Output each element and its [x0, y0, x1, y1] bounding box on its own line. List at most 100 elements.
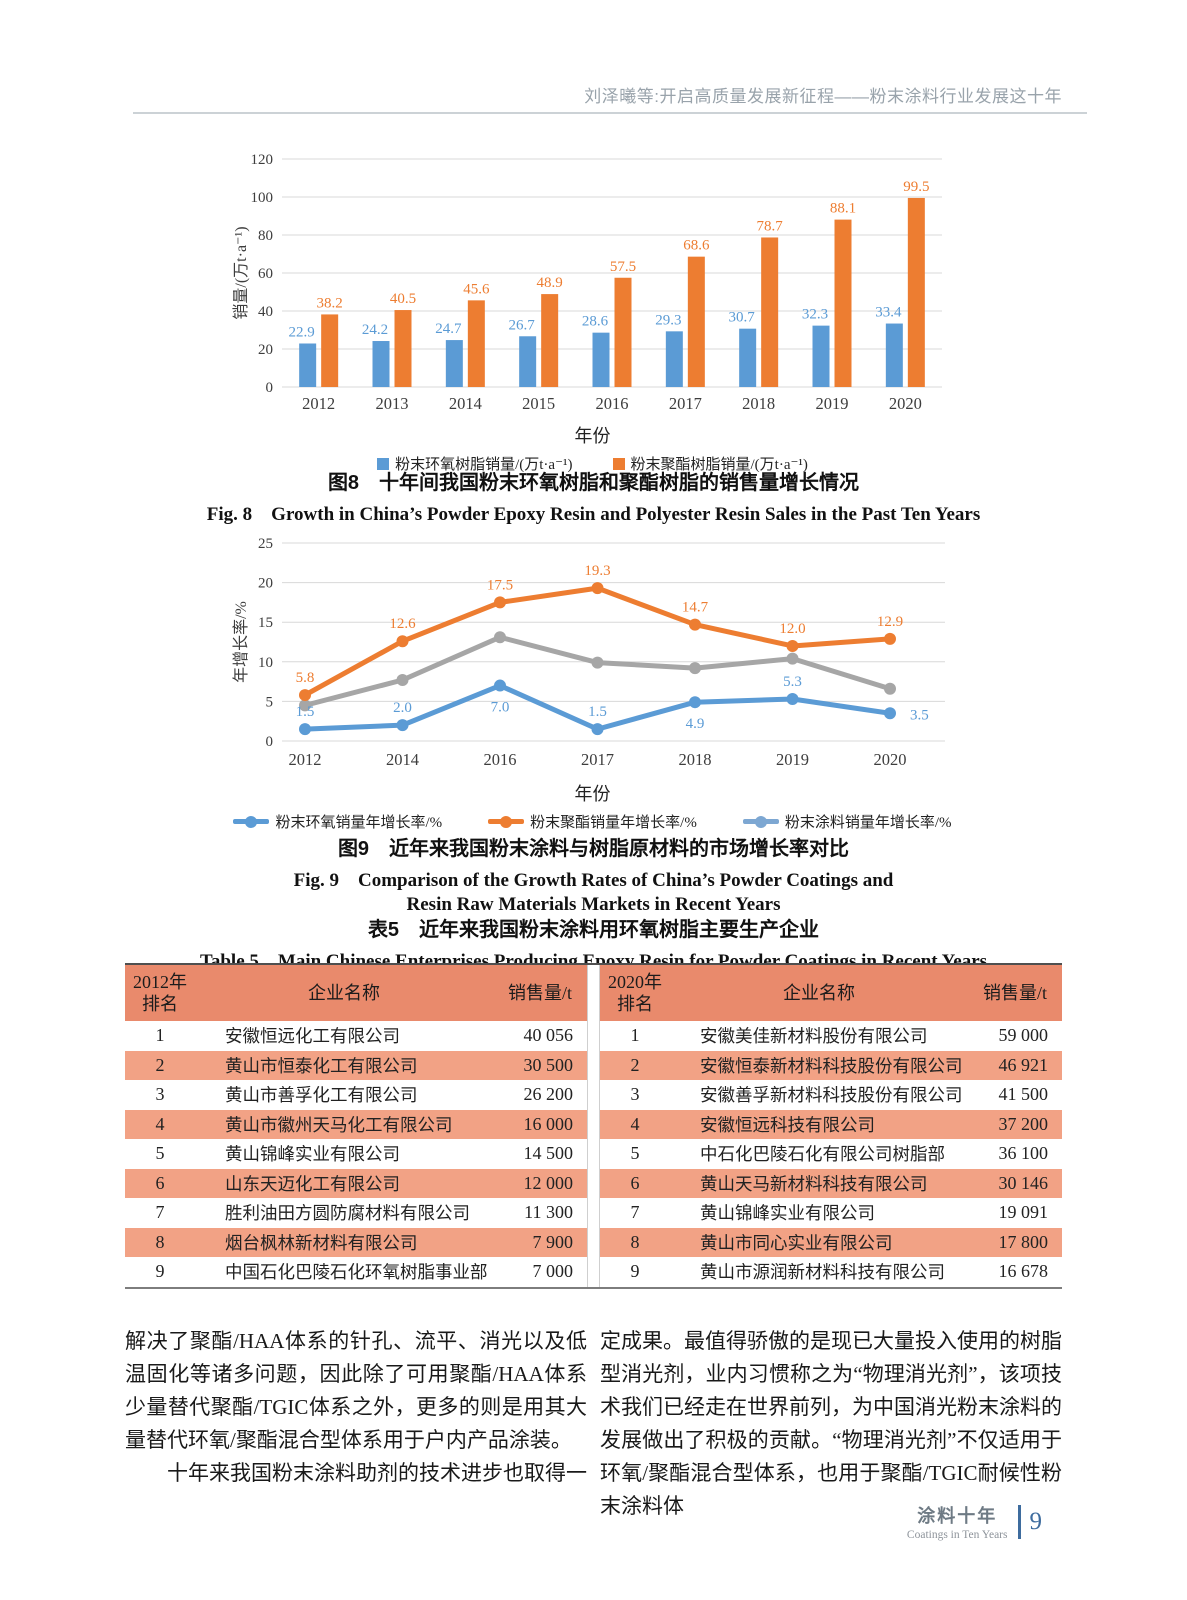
name-cell: 安徽恒远科技有限公司 — [700, 1114, 875, 1135]
table-row: 5 黄山锦峰实业有限公司 14 500 — [125, 1139, 587, 1169]
rank-cell: 1 — [630, 1025, 640, 1046]
table-divider — [587, 965, 600, 1287]
legend-dot — [245, 815, 258, 828]
name-cell: 黄山天马新材料科技有限公司 — [700, 1173, 928, 1194]
point-value-label: 4.9 — [686, 716, 705, 732]
point-value-label: 5.3 — [783, 674, 802, 690]
point-value-label: 5.8 — [296, 670, 315, 686]
data-point — [299, 723, 311, 736]
bar-epoxy — [885, 323, 903, 387]
table-header-row: 2012年 排名 企业名称 销售量/t — [125, 965, 587, 1021]
sales-cell: 14 500 — [523, 1143, 574, 1164]
name-cell: 烟台枫林新材料有限公司 — [225, 1232, 418, 1253]
y-tick-label: 80 — [258, 228, 273, 244]
bar-chart-canvas: 0 20 40 60 80 100 120 销量/(万t·a⁻¹) 22.938.2 2012 24… — [232, 152, 942, 413]
legend-item: 粉末涂料销量年增长率/% — [742, 811, 952, 832]
column-header: 企业名称 — [670, 965, 968, 1021]
table-row: 5 中石化巴陵石化有限公司树脂部 36 100 — [600, 1139, 1062, 1169]
data-point — [494, 631, 506, 644]
bar-value-label: 40.5 — [390, 291, 416, 307]
data-point — [689, 696, 701, 709]
bar-epoxy — [519, 336, 537, 387]
data-point — [494, 596, 506, 609]
y-tick-label: 25 — [258, 536, 273, 552]
y-tick-label: 10 — [258, 655, 273, 671]
data-point — [299, 689, 311, 702]
rank-cell: 2 — [630, 1054, 640, 1075]
table-row: 7 黄山锦峰实业有限公司 19 091 — [600, 1198, 1062, 1228]
column-header: 销售量/t — [968, 965, 1062, 1021]
name-cell: 黄山市恒泰化工有限公司 — [225, 1055, 418, 1076]
bar-value-label: 48.9 — [537, 275, 563, 291]
paragraph: 定成果。最值得骄傲的是现已大量投入使用的树脂型消光剂，业内习惯称之为“物理消光剂… — [600, 1329, 1062, 1518]
x-tick-label: 2015 — [522, 394, 555, 413]
footer-brand-en: Coatings in Ten Years — [906, 1529, 1008, 1541]
table-row: 6 山东天迈化工有限公司 12 000 — [125, 1168, 587, 1198]
legend-swatch — [377, 457, 390, 470]
table-row: 2 黄山市恒泰化工有限公司 30 500 — [125, 1050, 587, 1080]
name-cell: 中石化巴陵石化有限公司树脂部 — [700, 1144, 945, 1165]
name-cell: 胜利油田方圆防腐材料有限公司 — [225, 1203, 470, 1224]
bar-polyester — [834, 219, 852, 387]
legend-line-marker — [742, 815, 779, 828]
sales-cell: 11 300 — [524, 1202, 573, 1223]
footer-brand: 涂料十年 Coatings in Ten Years — [907, 1502, 1008, 1541]
rank-cell: 8 — [630, 1231, 640, 1252]
table-top-rule — [125, 963, 1062, 965]
bar-value-label: 57.5 — [610, 259, 636, 275]
bar-value-label: 32.3 — [802, 307, 828, 323]
table-row: 3 黄山市善孚化工有限公司 26 200 — [125, 1080, 587, 1110]
bar-value-label: 24.7 — [435, 321, 462, 337]
legend-item: 粉末聚酯树脂销量/(万t·a⁻¹) — [612, 453, 808, 474]
sales-cell: 37 200 — [998, 1113, 1049, 1134]
rank-cell: 8 — [155, 1231, 165, 1252]
y-tick-label: 20 — [258, 342, 273, 358]
bar-value-label: 26.7 — [509, 317, 536, 333]
table-row: 1 安徽恒远化工有限公司 40 056 — [125, 1021, 587, 1051]
table-row: 9 黄山市源润新材料科技有限公司 16 678 — [600, 1257, 1062, 1287]
column-header: 2012年 排名 — [125, 965, 195, 1021]
y-axis-title: 年增长率/% — [232, 601, 250, 683]
point-value-label: 17.5 — [487, 577, 513, 593]
figure8-caption-en: Fig. 8 Growth in China’s Powder Epoxy Re… — [206, 504, 981, 525]
header-rule — [133, 112, 1087, 114]
point-value-label: 7.0 — [491, 700, 510, 716]
x-tick-label: 2017 — [669, 394, 702, 413]
point-value-label: 12.6 — [389, 616, 416, 632]
point-value-label: 1.5 — [296, 704, 315, 720]
point-value-label: 1.5 — [588, 704, 607, 720]
sales-cell: 7 900 — [532, 1231, 574, 1252]
table-row: 8 烟台枫林新材料有限公司 7 900 — [125, 1227, 587, 1257]
name-cell: 安徽善孚新材料科技股份有限公司 — [700, 1085, 963, 1106]
rank-cell: 4 — [155, 1113, 165, 1134]
name-cell: 黄山锦峰实业有限公司 — [225, 1144, 400, 1165]
figure9-caption-en-line2: Resin Raw Materials Markets in Recent Ye… — [406, 894, 781, 915]
footer-brand-zh: 涂料十年 — [917, 1506, 998, 1526]
sales-cell: 12 000 — [523, 1172, 574, 1193]
y-tick-label: 40 — [258, 304, 273, 320]
data-point — [591, 582, 604, 595]
data-point — [884, 707, 896, 720]
point-value-label: 14.7 — [682, 600, 709, 616]
sales-cell: 40 056 — [523, 1025, 574, 1046]
body-text-right-column: 定成果。最值得骄傲的是现已大量投入使用的树脂型消光剂，业内习惯称之为“物理消光剂… — [600, 1325, 1062, 1523]
legend-label: 粉末环氧树脂销量/(万t·a⁻¹) — [395, 457, 573, 473]
sales-cell: 17 800 — [998, 1231, 1049, 1252]
legend-item: 粉末环氧树脂销量/(万t·a⁻¹) — [377, 453, 573, 474]
x-tick-label: 2012 — [289, 750, 322, 769]
paragraph: 解决了聚酯/HAA体系的针孔、流平、消光以及低温固化等诸多问题，因此除了可用聚酯… — [125, 1329, 587, 1452]
x-tick-label: 2013 — [376, 394, 409, 413]
x-tick-label: 2020 — [889, 394, 922, 413]
table-row: 7 胜利油田方圆防腐材料有限公司 11 300 — [125, 1198, 587, 1228]
y-axis-title: 销量/(万t·a⁻¹) — [232, 226, 250, 319]
table-header-row: 2020年 排名 企业名称 销售量/t — [600, 965, 1062, 1021]
sales-cell: 26 200 — [523, 1084, 574, 1105]
rank-cell: 7 — [155, 1202, 165, 1223]
sales-cell: 46 921 — [998, 1054, 1049, 1075]
column-header: 2020年 排名 — [600, 965, 670, 1021]
rank-cell: 9 — [155, 1261, 165, 1282]
line-chart-legend: 粉末环氧销量年增长率/% 粉末聚酯销量年增长率/% 粉末涂料销量年增长率/% — [230, 811, 955, 832]
figure8-caption: 图8 十年间我国粉末环氧树脂和聚酯树脂的销售量增长情况 Fig. 8 Growt… — [125, 466, 1062, 526]
table-row: 6 黄山天马新材料科技有限公司 30 146 — [600, 1168, 1062, 1198]
bar-value-label: 68.6 — [683, 238, 710, 254]
